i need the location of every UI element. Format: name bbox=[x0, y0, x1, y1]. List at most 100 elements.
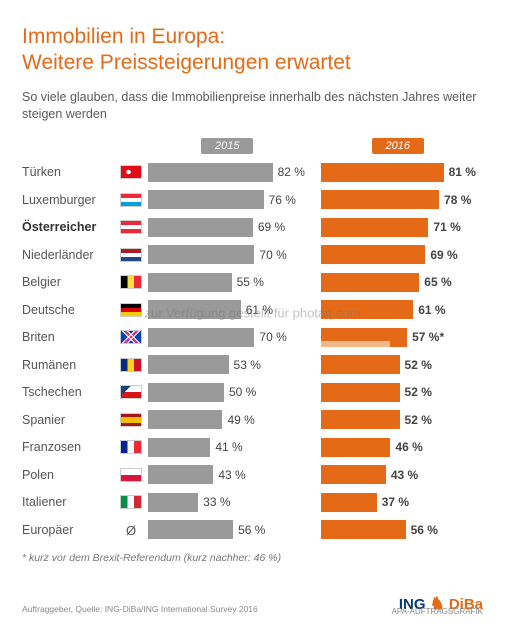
value-2016: 52 % bbox=[405, 358, 432, 372]
year-pill-2016: 2016 bbox=[372, 138, 424, 154]
bar-2016: 43 % bbox=[321, 465, 484, 484]
country-label: Niederländer bbox=[22, 248, 120, 262]
bar-2016-fill bbox=[321, 300, 414, 319]
footer: Auftraggeber, Quelle: ING-DiBa/ING Inter… bbox=[22, 594, 483, 614]
bar-2016: 46 % bbox=[321, 438, 484, 457]
lu-flag-icon bbox=[120, 193, 142, 207]
country-label: Franzosen bbox=[22, 440, 120, 454]
country-label: Spanier bbox=[22, 413, 120, 427]
bar-2015-fill bbox=[148, 190, 264, 209]
year-header: 2015 2016 bbox=[22, 138, 483, 154]
country-label: Belgier bbox=[22, 275, 120, 289]
country-label: Rumänen bbox=[22, 358, 120, 372]
value-2016: 46 % bbox=[395, 440, 422, 454]
year-pill-2015: 2015 bbox=[201, 138, 253, 154]
value-2016: 78 % bbox=[444, 193, 471, 207]
value-2015: 41 % bbox=[215, 440, 242, 454]
footer-credit: APA-AUFTRAGSGRAFIK bbox=[392, 607, 483, 616]
value-2016: 52 % bbox=[405, 413, 432, 427]
bar-2016: 65 % bbox=[321, 273, 484, 292]
bar-2016-fill bbox=[321, 410, 400, 429]
value-2016: 56 % bbox=[411, 523, 438, 537]
value-2015: 61 % bbox=[246, 303, 273, 317]
value-2016: 57 %* bbox=[412, 330, 444, 344]
bar-2016: 78 % bbox=[321, 190, 484, 209]
nl-flag-icon bbox=[120, 248, 142, 262]
fr-flag-icon bbox=[120, 440, 142, 454]
bar-2015: 69 % bbox=[148, 218, 311, 237]
bar-2016-fill bbox=[321, 493, 377, 512]
value-2015: 70 % bbox=[259, 330, 286, 344]
bar-2016: 71 % bbox=[321, 218, 484, 237]
value-2015: 49 % bbox=[227, 413, 254, 427]
value-2016: 65 % bbox=[424, 275, 451, 289]
value-2015: 53 % bbox=[234, 358, 261, 372]
table-row: Türken82 %81 % bbox=[22, 160, 483, 185]
bar-2015-fill bbox=[148, 410, 222, 429]
bar-2016: 52 % bbox=[321, 410, 484, 429]
bar-2016-sub bbox=[321, 341, 391, 347]
bar-2015-fill bbox=[148, 383, 224, 402]
country-label: Deutsche bbox=[22, 303, 120, 317]
average-symbol: Ø bbox=[120, 523, 142, 537]
bar-2016-fill bbox=[321, 163, 444, 182]
country-label: Luxemburger bbox=[22, 193, 120, 207]
table-row: Franzosen 41 % 46 % bbox=[22, 435, 483, 460]
table-row: Deutsche 61 % 61 % bbox=[22, 297, 483, 322]
bar-2016-fill bbox=[321, 465, 386, 484]
bar-2016-fill bbox=[321, 273, 420, 292]
table-row: Tschechen 50 % 52 % bbox=[22, 380, 483, 405]
bar-2015: 55 % bbox=[148, 273, 311, 292]
bar-2015-fill bbox=[148, 218, 253, 237]
title-line2: Weitere Preissteigerungen erwartet bbox=[22, 51, 351, 74]
table-row: Österreicher69 %71 % bbox=[22, 215, 483, 240]
year-col-2016: 2016 bbox=[313, 138, 484, 154]
bar-2015-fill bbox=[148, 520, 233, 539]
bar-2016-fill bbox=[321, 245, 426, 264]
table-row: Niederländer70 %69 % bbox=[22, 242, 483, 267]
es-flag-icon bbox=[120, 413, 142, 427]
bar-2015: 41 % bbox=[148, 438, 311, 457]
bar-2015: 50 % bbox=[148, 383, 311, 402]
table-row: Briten70 %57 %* bbox=[22, 325, 483, 350]
bar-2015: 61 % bbox=[148, 300, 311, 319]
value-2015: 82 % bbox=[278, 165, 305, 179]
bar-2015-fill bbox=[148, 300, 241, 319]
bar-2016: 52 % bbox=[321, 383, 484, 402]
bar-2016: 52 % bbox=[321, 355, 484, 374]
value-2016: 71 % bbox=[433, 220, 460, 234]
tr-flag-icon bbox=[120, 165, 142, 179]
bar-2015-fill bbox=[148, 465, 213, 484]
year-col-2015: 2015 bbox=[142, 138, 313, 154]
bar-2015: 82 % bbox=[148, 163, 311, 182]
brexit-footnote: * kurz vor dem Brexit-Referendum (kurz n… bbox=[22, 552, 483, 564]
value-2016: 81 % bbox=[449, 165, 476, 179]
bar-2015-fill bbox=[148, 355, 229, 374]
chart-title: Immobilien in Europa: Weitere Preissteig… bbox=[22, 24, 483, 77]
value-2015: 50 % bbox=[229, 385, 256, 399]
country-label: Tschechen bbox=[22, 385, 120, 399]
bar-2016-fill bbox=[321, 355, 400, 374]
country-label: Polen bbox=[22, 468, 120, 482]
bar-2015: 43 % bbox=[148, 465, 311, 484]
chart-rows: Türken82 %81 %Luxemburger76 %78 %Österre… bbox=[22, 160, 483, 543]
value-2015: 56 % bbox=[238, 523, 265, 537]
de-flag-icon bbox=[120, 303, 142, 317]
table-row: Spanier 49 % 52 % bbox=[22, 407, 483, 432]
title-line1: Immobilien in Europa: bbox=[22, 25, 225, 48]
value-2016: 37 % bbox=[382, 495, 409, 509]
value-2016: 43 % bbox=[391, 468, 418, 482]
footer-source: Auftraggeber, Quelle: ING-DiBa/ING Inter… bbox=[22, 604, 258, 614]
bar-2016: 57 %* bbox=[321, 328, 484, 347]
at-flag-icon bbox=[120, 220, 142, 234]
bar-2015-fill bbox=[148, 163, 273, 182]
bar-2015-fill bbox=[148, 438, 210, 457]
bar-2015: 76 % bbox=[148, 190, 311, 209]
value-2016: 61 % bbox=[418, 303, 445, 317]
ro-flag-icon bbox=[120, 358, 142, 372]
bar-2016: 61 % bbox=[321, 300, 484, 319]
bar-2016-fill bbox=[321, 520, 406, 539]
bar-2016: 37 % bbox=[321, 493, 484, 512]
bar-2015-fill bbox=[148, 328, 254, 347]
value-2015: 55 % bbox=[237, 275, 264, 289]
